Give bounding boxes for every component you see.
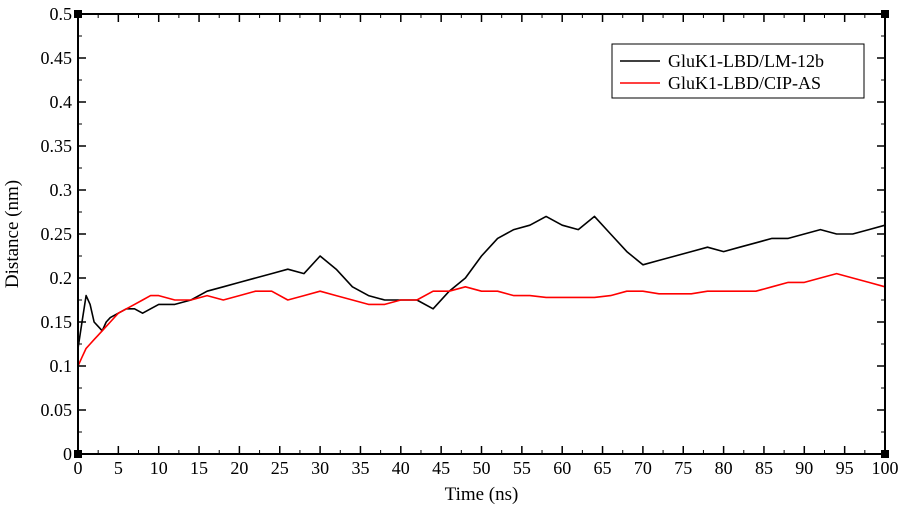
x-tick-label: 65: [594, 458, 612, 478]
y-tick-label: 0: [63, 444, 72, 464]
x-tick-label: 30: [311, 458, 329, 478]
x-tick-label: 45: [432, 458, 450, 478]
series-line-1: [77, 272, 886, 367]
y-tick-label: 0.15: [41, 312, 73, 332]
y-tick-label: 0.05: [41, 400, 73, 420]
y-tick-label: 0.45: [41, 48, 73, 68]
x-tick-label: 95: [836, 458, 854, 478]
x-tick-label: 100: [872, 458, 899, 478]
x-tick-label: 25: [271, 458, 289, 478]
y-tick-label: 0.25: [41, 224, 73, 244]
x-tick-label: 55: [513, 458, 531, 478]
x-tick-label: 70: [634, 458, 652, 478]
x-tick-label: 75: [674, 458, 692, 478]
ticks-layer: 0 5 10 15 20 25 30 35 40 45 50 55 60 65 70 75 80 85 90 95 10…: [41, 4, 899, 478]
x-tick-label: 50: [473, 458, 491, 478]
y-tick-label: 0.2: [50, 268, 73, 288]
y-tick-label: 0.4: [50, 92, 73, 112]
x-tick-label: 85: [755, 458, 773, 478]
y-tick-label: 0.35: [41, 136, 73, 156]
x-tick-label: 90: [795, 458, 813, 478]
x-tick-label: 60: [553, 458, 571, 478]
corner-marker: [74, 450, 82, 458]
x-tick-label: 10: [150, 458, 168, 478]
y-axis-title: Distance (nm): [2, 180, 23, 288]
corner-marker: [74, 10, 82, 18]
x-axis-title: Time (ns): [445, 484, 519, 505]
x-tick-label: 80: [715, 458, 733, 478]
series-layer: [77, 215, 886, 367]
x-tick-label: 0: [74, 458, 83, 478]
corner-marker: [881, 10, 889, 18]
legend-label: GluK1-LBD/CIP-AS: [668, 73, 821, 93]
x-tick-label: 35: [351, 458, 369, 478]
y-tick-label: 0.3: [50, 180, 73, 200]
x-tick-label: 20: [230, 458, 248, 478]
corner-marker: [881, 450, 889, 458]
y-tick-label: 0.5: [50, 4, 73, 24]
legend-box: [611, 43, 865, 99]
y-tick-label: 0.1: [50, 356, 73, 376]
legend-label: GluK1-LBD/LM-12b: [668, 51, 824, 71]
x-tick-label: 15: [190, 458, 208, 478]
x-tick-label: 40: [392, 458, 410, 478]
x-tick-label: 5: [114, 458, 123, 478]
